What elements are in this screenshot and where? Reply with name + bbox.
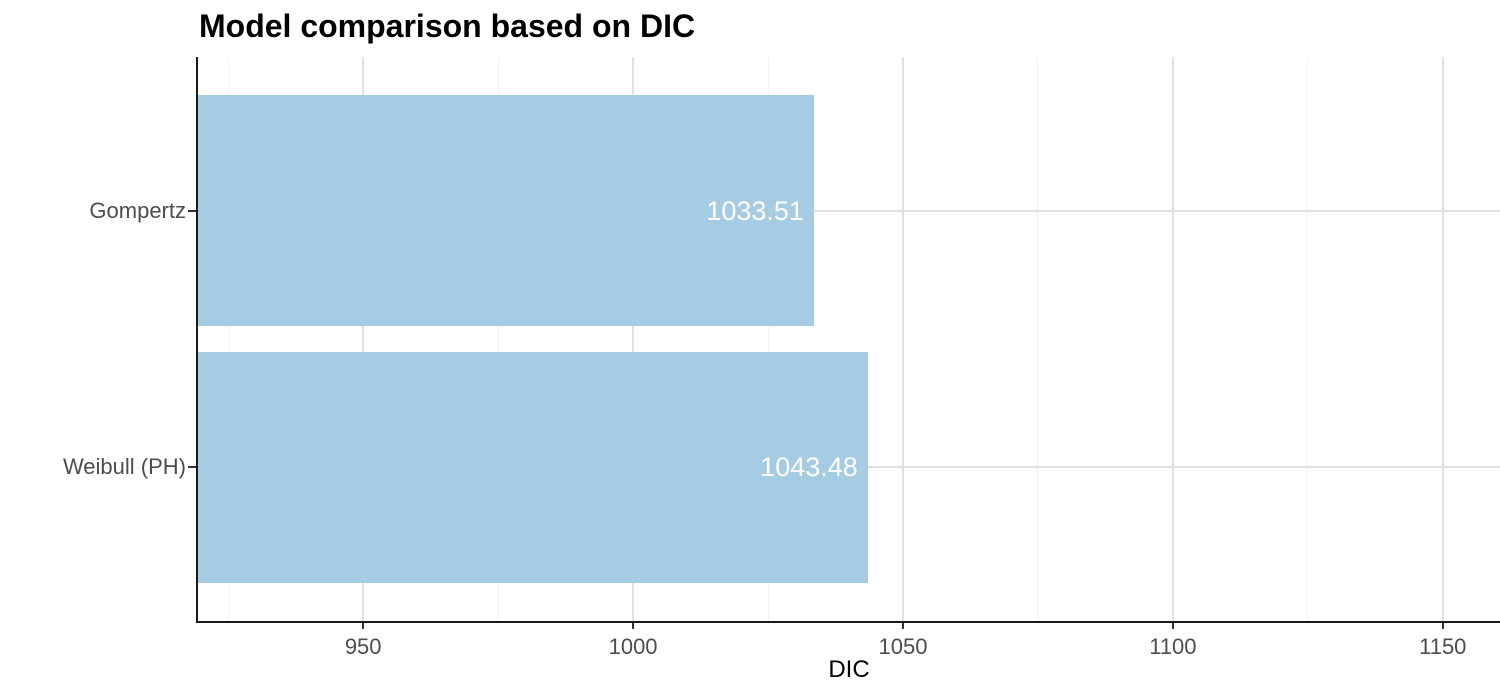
bar-gompertz <box>198 95 814 327</box>
y-axis-line <box>196 57 198 623</box>
gridline-minor <box>497 57 499 621</box>
y-tick <box>188 466 196 469</box>
gridline-minor <box>227 57 229 621</box>
bar-value-label: 1043.48 <box>760 452 858 483</box>
gridline-major <box>362 57 364 621</box>
y-tick <box>188 209 196 212</box>
x-axis-title: DIC <box>828 656 870 683</box>
x-tick-label: 1100 <box>1149 634 1197 659</box>
gridline-minor <box>767 57 769 621</box>
x-tick-label: 1000 <box>608 634 658 659</box>
x-tick <box>1171 623 1174 629</box>
chart-title: Model comparison based on DIC <box>199 8 696 44</box>
gridline-major <box>632 57 634 621</box>
y-axis-label: Weibull (PH) <box>62 454 186 480</box>
bar-value-label: 1033.51 <box>706 195 804 226</box>
x-tick-label: 1150 <box>1419 634 1467 659</box>
x-tick <box>632 623 635 629</box>
y-axis-label: Gompertz <box>89 197 186 223</box>
x-tick <box>1441 623 1444 629</box>
x-tick-label: 1050 <box>878 634 928 659</box>
bar-weibull-ph <box>198 351 868 583</box>
x-tick <box>362 623 365 629</box>
gridline-major <box>902 57 904 621</box>
gridline-horizontal <box>198 210 1500 212</box>
x-tick <box>901 623 904 629</box>
x-tick-label: 950 <box>344 634 382 659</box>
gridline-minor <box>1037 57 1039 621</box>
plot-panel: 1033.51 1043.48 950 1000 1050 1100 1150 Gompert… <box>63 57 1500 659</box>
x-axis-line <box>196 621 1500 623</box>
gridline-minor <box>1307 57 1309 621</box>
gridline-major <box>1172 57 1174 621</box>
gridline-major <box>1442 57 1444 621</box>
